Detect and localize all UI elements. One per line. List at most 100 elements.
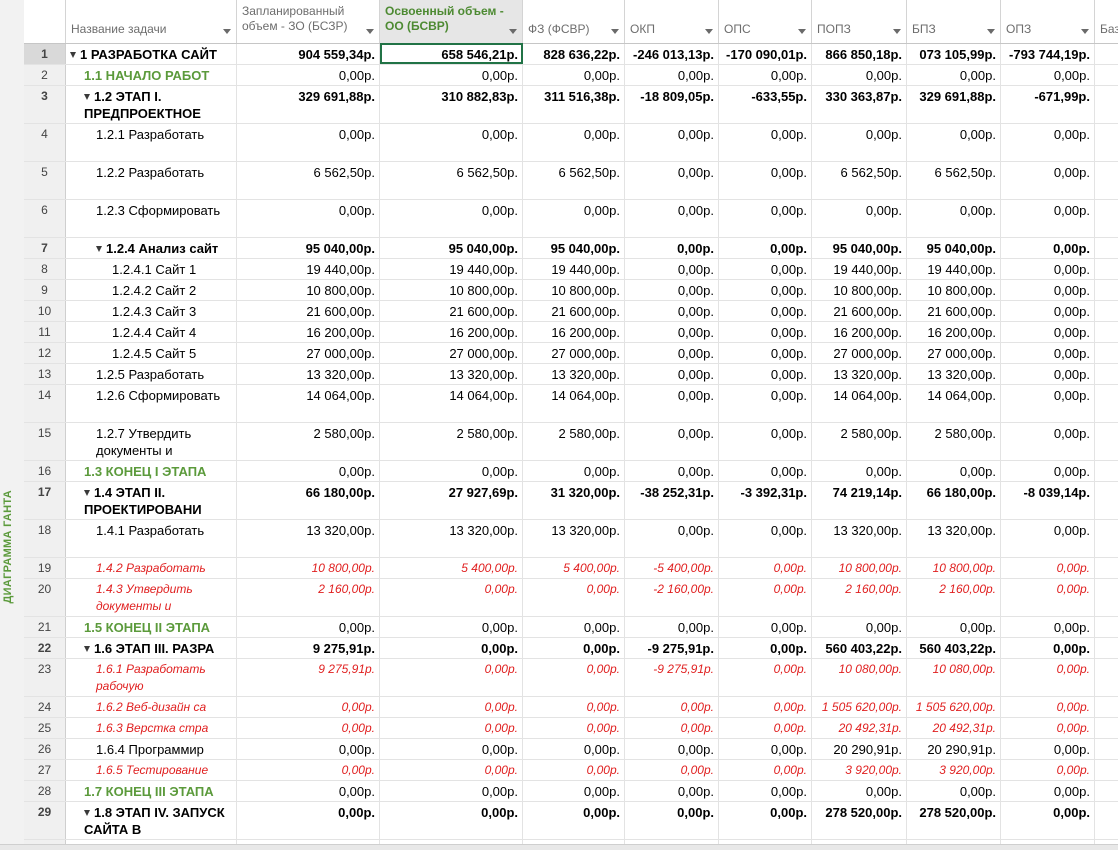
value-cell[interactable]: 27 927,69р. xyxy=(380,482,523,519)
value-cell[interactable]: 0,00р. xyxy=(380,781,523,801)
value-cell[interactable]: 0,00р. xyxy=(719,280,812,300)
value-cell[interactable]: 0,00р. xyxy=(523,617,625,637)
value-cell[interactable]: 0,00р. xyxy=(625,238,719,258)
value-cell[interactable]: 0,00р. xyxy=(719,781,812,801)
header-bac[interactable]: БПЗ xyxy=(907,0,1001,43)
filter-arrow-icon[interactable] xyxy=(509,29,517,34)
value-cell[interactable]: 0,00р. xyxy=(719,659,812,696)
value-cell[interactable]: 19 440,00р. xyxy=(812,259,907,279)
value-cell[interactable]: 31 320,00р. xyxy=(523,482,625,519)
collapse-triangle-icon[interactable] xyxy=(70,52,76,58)
task-name-cell[interactable]: 1 РАЗРАБОТКА САЙТ xyxy=(66,44,237,64)
baseline-cell[interactable] xyxy=(1095,65,1118,85)
value-cell[interactable]: -170 090,01р. xyxy=(719,44,812,64)
value-cell[interactable]: 0,00р. xyxy=(1001,461,1095,481)
value-cell[interactable]: 2 580,00р. xyxy=(237,423,380,460)
value-cell[interactable]: 904 559,34р. xyxy=(237,44,380,64)
value-cell[interactable]: 95 040,00р. xyxy=(812,238,907,258)
task-name-cell[interactable]: 1.2.4.2 Сайт 2 xyxy=(66,280,237,300)
value-cell[interactable]: 0,00р. xyxy=(719,617,812,637)
value-cell[interactable]: 0,00р. xyxy=(380,579,523,616)
value-cell[interactable]: 0,00р. xyxy=(380,802,523,839)
value-cell[interactable]: 560 403,22р. xyxy=(907,638,1001,658)
value-cell[interactable]: -671,99р. xyxy=(1001,86,1095,123)
table-row[interactable]: 4 1.2.1 Разработать 0,00р. 0,00р. 0,00р. 0,00… xyxy=(24,124,1118,162)
value-cell[interactable]: 9 275,91р. xyxy=(237,659,380,696)
value-cell[interactable]: 19 440,00р. xyxy=(907,259,1001,279)
value-cell[interactable]: 13 320,00р. xyxy=(523,520,625,557)
task-name-cell[interactable]: 1.2.2 Разработать xyxy=(66,162,237,199)
task-name-cell[interactable]: 1.6.4 Программир xyxy=(66,739,237,759)
value-cell[interactable]: 0,00р. xyxy=(523,760,625,780)
value-cell[interactable]: 5 400,00р. xyxy=(523,558,625,578)
collapse-triangle-icon[interactable] xyxy=(84,490,90,496)
task-name-cell[interactable]: 1.2.5 Разработать xyxy=(66,364,237,384)
value-cell[interactable]: 0,00р. xyxy=(1001,259,1095,279)
value-cell[interactable]: 0,00р. xyxy=(1001,385,1095,422)
value-cell[interactable]: 19 440,00р. xyxy=(523,259,625,279)
value-cell[interactable]: 0,00р. xyxy=(237,781,380,801)
baseline-cell[interactable] xyxy=(1095,802,1118,839)
value-cell[interactable]: 13 320,00р. xyxy=(907,520,1001,557)
row-number[interactable]: 8 xyxy=(24,259,66,279)
value-cell[interactable]: 27 000,00р. xyxy=(380,343,523,363)
value-cell[interactable]: 0,00р. xyxy=(1001,364,1095,384)
row-number[interactable]: 26 xyxy=(24,739,66,759)
value-cell[interactable]: 0,00р. xyxy=(380,697,523,717)
baseline-cell[interactable] xyxy=(1095,638,1118,658)
value-cell[interactable]: 0,00р. xyxy=(812,65,907,85)
value-cell[interactable]: 0,00р. xyxy=(237,65,380,85)
value-cell[interactable]: 16 200,00р. xyxy=(812,322,907,342)
header-cv[interactable]: ОПС xyxy=(719,0,812,43)
value-cell[interactable]: 10 800,00р. xyxy=(812,280,907,300)
value-cell[interactable]: 0,00р. xyxy=(719,638,812,658)
value-cell[interactable]: 0,00р. xyxy=(719,238,812,258)
value-cell[interactable]: 95 040,00р. xyxy=(907,238,1001,258)
row-number[interactable]: 29 xyxy=(24,802,66,839)
value-cell[interactable]: 0,00р. xyxy=(719,65,812,85)
value-cell[interactable]: 5 400,00р. xyxy=(380,558,523,578)
value-cell[interactable]: 10 800,00р. xyxy=(812,558,907,578)
table-row[interactable]: 3 1.2 ЭТАП I. ПРЕДПРОЕКТНОЕ 329 691,88р. 31… xyxy=(24,86,1118,124)
value-cell[interactable]: -9 275,91р. xyxy=(625,659,719,696)
value-cell[interactable]: 0,00р. xyxy=(1001,423,1095,460)
value-cell[interactable]: 0,00р. xyxy=(380,659,523,696)
value-cell[interactable]: 0,00р. xyxy=(907,200,1001,237)
value-cell[interactable]: -5 400,00р. xyxy=(625,558,719,578)
value-cell[interactable]: 6 562,50р. xyxy=(907,162,1001,199)
value-cell[interactable]: 1 505 620,00р. xyxy=(812,697,907,717)
value-cell[interactable]: 0,00р. xyxy=(380,124,523,161)
value-cell[interactable]: 0,00р. xyxy=(719,802,812,839)
task-name-cell[interactable]: 1.4.3 Утвердить документы и xyxy=(66,579,237,616)
value-cell[interactable]: 0,00р. xyxy=(719,124,812,161)
value-cell[interactable]: 0,00р. xyxy=(380,461,523,481)
baseline-cell[interactable] xyxy=(1095,162,1118,199)
header-vac[interactable]: ОПЗ xyxy=(1001,0,1095,43)
filter-arrow-icon[interactable] xyxy=(987,29,995,34)
value-cell[interactable]: 2 580,00р. xyxy=(380,423,523,460)
value-cell[interactable]: 0,00р. xyxy=(625,760,719,780)
value-cell[interactable]: 0,00р. xyxy=(625,385,719,422)
select-all-corner[interactable] xyxy=(24,0,66,43)
value-cell[interactable]: 0,00р. xyxy=(523,200,625,237)
value-cell[interactable]: 0,00р. xyxy=(1001,280,1095,300)
value-cell[interactable]: -38 252,31р. xyxy=(625,482,719,519)
table-row[interactable]: 16 1.3 КОНЕЦ I ЭТАПА 0,00р. 0,00р. 0,00р. 0,0… xyxy=(24,461,1118,482)
value-cell[interactable]: 0,00р. xyxy=(237,617,380,637)
value-cell[interactable]: 0,00р. xyxy=(1001,520,1095,557)
task-name-cell[interactable]: 1.6.2 Веб-дизайн са xyxy=(66,697,237,717)
value-cell[interactable]: 0,00р. xyxy=(1001,802,1095,839)
task-name-cell[interactable]: 1.6.1 Разработать рабочую xyxy=(66,659,237,696)
value-cell[interactable]: 0,00р. xyxy=(1001,343,1095,363)
value-cell[interactable]: 0,00р. xyxy=(380,739,523,759)
table-row[interactable]: 9 1.2.4.2 Сайт 2 10 800,00р. 10 800,00р. 10 … xyxy=(24,280,1118,301)
baseline-cell[interactable] xyxy=(1095,301,1118,321)
row-number[interactable]: 23 xyxy=(24,659,66,696)
value-cell[interactable]: 0,00р. xyxy=(237,718,380,738)
value-cell[interactable]: 20 492,31р. xyxy=(907,718,1001,738)
baseline-cell[interactable] xyxy=(1095,200,1118,237)
value-cell[interactable]: 0,00р. xyxy=(237,461,380,481)
header-planned-value[interactable]: Запланированный объем - ЗО (БСЗР) xyxy=(237,0,380,43)
value-cell[interactable]: 13 320,00р. xyxy=(523,364,625,384)
baseline-cell[interactable] xyxy=(1095,781,1118,801)
